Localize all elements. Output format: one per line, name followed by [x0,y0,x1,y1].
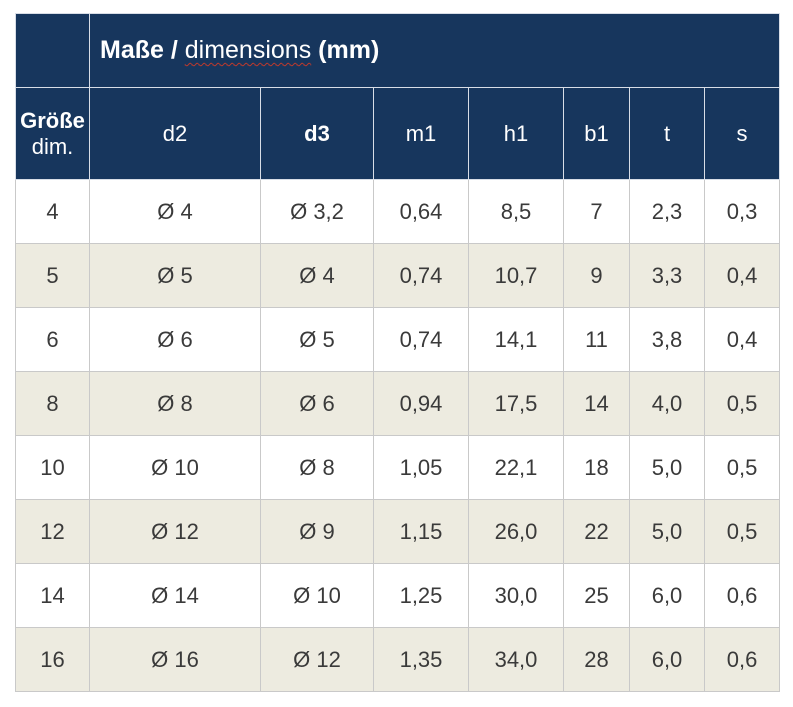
column-header-h1: h1 [468,87,564,180]
table-cell: 22,1 [468,435,564,500]
table-cell: 0,5 [703,371,781,436]
table-cell: 3,8 [629,307,705,372]
table-cell: 11 [563,307,630,372]
table-cell: 18 [563,435,630,500]
table-cell: 1,25 [373,563,469,628]
table-row: 12 Ø 12 Ø 9 1,15 26,0 22 5,0 0,5 [15,499,781,564]
table-cell: Ø 6 [260,371,374,436]
table-cell: Ø 9 [260,499,374,564]
table-cell: 0,4 [703,307,781,372]
column-header-d3: d3 [260,87,374,180]
table-row: 16 Ø 16 Ø 12 1,35 34,0 28 6,0 0,6 [15,627,781,692]
table-cell: 1,15 [373,499,469,564]
table-cell: 30,0 [468,563,564,628]
table-cell: 8 [15,371,90,436]
size-header-line-1: Größe [20,107,85,133]
table-row: 5 Ø 5 Ø 4 0,74 10,7 9 3,3 0,4 [15,243,781,308]
table-cell: 16 [15,627,90,692]
column-header-row: Größe dim. d2 d3 m1 h1 b1 t s [15,87,781,180]
table-row: 10 Ø 10 Ø 8 1,05 22,1 18 5,0 0,5 [15,435,781,500]
table-cell: 0,5 [703,499,781,564]
table-cell: 14,1 [468,307,564,372]
table-cell: Ø 8 [260,435,374,500]
table-cell: 6 [15,307,90,372]
table-cell: 22 [563,499,630,564]
title-part-2: dimensions [184,36,312,64]
table-cell: 10 [15,435,90,500]
table-cell: Ø 4 [260,243,374,308]
table-row: 4 Ø 4 Ø 3,2 0,64 8,5 7 2,3 0,3 [15,179,781,244]
table-cell: 26,0 [468,499,564,564]
table-cell: 7 [563,179,630,244]
table-cell: 5,0 [629,435,705,500]
table-cell: 14 [15,563,90,628]
table-cell: Ø 3,2 [260,179,374,244]
table-cell: 0,6 [703,563,781,628]
table-cell: Ø 10 [260,563,374,628]
table-row: 8 Ø 8 Ø 6 0,94 17,5 14 4,0 0,5 [15,371,781,436]
table-cell: 8,5 [468,179,564,244]
table-cell: 0,4 [703,243,781,308]
table-cell: 0,3 [703,179,781,244]
column-header-t: t [629,87,705,180]
table-cell: 10,7 [468,243,564,308]
table-cell: 1,35 [373,627,469,692]
title-row: Maße / dimensions (mm) [15,13,781,88]
size-header-line-2: dim. [31,133,74,159]
table-cell: 0,74 [373,307,469,372]
column-header-b1: b1 [563,87,630,180]
table-row: 6 Ø 6 Ø 5 0,74 14,1 11 3,8 0,4 [15,307,781,372]
table-cell: 28 [563,627,630,692]
table-cell: 17,5 [468,371,564,436]
table-cell: 9 [563,243,630,308]
table-cell: Ø 4 [89,179,261,244]
table-cell: Ø 5 [89,243,261,308]
table-cell: 5 [15,243,90,308]
table-cell: Ø 12 [89,499,261,564]
table-cell: Ø 12 [260,627,374,692]
table-cell: 5,0 [629,499,705,564]
table-cell: 6,0 [629,627,705,692]
table-cell: 12 [15,499,90,564]
table-cell: 25 [563,563,630,628]
column-header-s: s [703,87,781,180]
table-cell: Ø 14 [89,563,261,628]
table-cell: 2,3 [629,179,705,244]
table-cell: 14 [563,371,630,436]
table-cell: 0,94 [373,371,469,436]
title-part-1: Maße / [100,36,178,64]
table-cell: 34,0 [468,627,564,692]
column-header-d2: d2 [89,87,261,180]
table-cell: 4 [15,179,90,244]
column-header-m1: m1 [373,87,469,180]
table-cell: 3,3 [629,243,705,308]
table-title: Maße / dimensions (mm) [88,13,781,88]
title-part-3: (mm) [318,36,380,64]
dimensions-table: Maße / dimensions (mm) Größe dim. d2 d3 … [15,13,781,692]
table-cell: 1,05 [373,435,469,500]
table-cell: Ø 16 [89,627,261,692]
table-cell: 0,6 [703,627,781,692]
table-cell: 0,74 [373,243,469,308]
table-cell: Ø 5 [260,307,374,372]
table-cell: 4,0 [629,371,705,436]
table-cell: Ø 10 [89,435,261,500]
table-cell: 0,64 [373,179,469,244]
table-row: 14 Ø 14 Ø 10 1,25 30,0 25 6,0 0,6 [15,563,781,628]
table-cell: 0,5 [703,435,781,500]
table-cell: Ø 8 [89,371,261,436]
column-header-size: Größe dim. [15,87,90,180]
corner-cell [15,13,90,88]
table-cell: Ø 6 [89,307,261,372]
table-cell: 6,0 [629,563,705,628]
